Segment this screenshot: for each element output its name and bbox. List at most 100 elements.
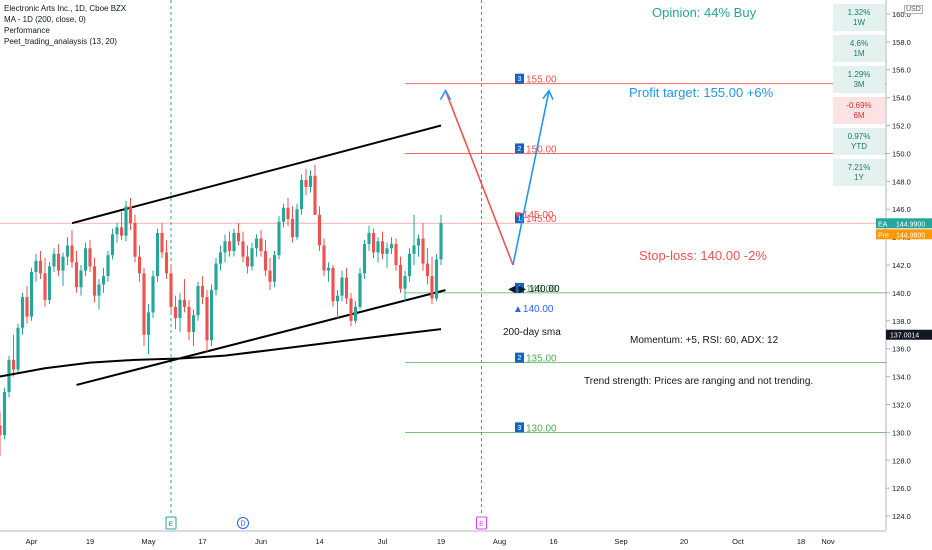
candle-body bbox=[119, 227, 124, 236]
level-badge bbox=[515, 422, 524, 433]
candle-body bbox=[317, 214, 322, 246]
candle-body bbox=[299, 179, 304, 210]
candle-body bbox=[191, 315, 196, 332]
time-tick-label: Sep bbox=[614, 537, 627, 546]
stop-loss-arrow bbox=[444, 90, 514, 266]
candle-body bbox=[79, 270, 83, 288]
level-label: 145.00 bbox=[526, 214, 557, 225]
profit-target-arrow bbox=[512, 90, 550, 266]
candle-body bbox=[263, 251, 268, 271]
earnings-marker bbox=[165, 516, 177, 530]
price-tag-value: 144.9900 bbox=[896, 221, 925, 228]
candle-body bbox=[34, 260, 38, 272]
candle-body bbox=[304, 179, 308, 187]
candle-body bbox=[376, 241, 380, 253]
candle-body bbox=[88, 248, 92, 267]
price-tick-label: 148.0 bbox=[892, 177, 911, 186]
candle-body bbox=[155, 232, 160, 277]
candle-body bbox=[178, 299, 182, 318]
candle-body bbox=[380, 241, 385, 254]
trend-strength-label: Trend strength: Prices are ranging and n… bbox=[584, 376, 813, 387]
candle-body bbox=[38, 260, 43, 274]
candle-body bbox=[362, 244, 367, 274]
ma-label: 200-day sma bbox=[503, 327, 561, 338]
candle-body bbox=[56, 253, 61, 271]
time-tick-label: 19 bbox=[86, 537, 94, 546]
time-tick-label: Jun bbox=[255, 537, 267, 546]
price-tick-label: 124.0 bbox=[892, 512, 911, 521]
candle-body bbox=[268, 270, 272, 282]
dividend-marker bbox=[237, 517, 249, 529]
candle-body bbox=[277, 221, 281, 256]
level-badge-number: 3 bbox=[518, 425, 522, 432]
price-tick-label: 160.0 bbox=[892, 10, 911, 19]
earnings-marker bbox=[476, 516, 487, 530]
time-tick-label: 20 bbox=[680, 537, 688, 546]
candle-body bbox=[52, 253, 56, 267]
price-tick-label: 132.0 bbox=[892, 400, 911, 409]
candle-body bbox=[2, 391, 7, 436]
candle-body bbox=[92, 266, 97, 296]
candle-body bbox=[259, 238, 263, 252]
level-badge bbox=[515, 282, 524, 293]
price-tag-bg bbox=[876, 218, 932, 229]
price-tag-symbol: EA bbox=[878, 221, 888, 228]
time-tick-label: Jul bbox=[378, 537, 388, 546]
dividend-marker-letter: D bbox=[240, 521, 245, 528]
candle-body bbox=[398, 265, 403, 289]
legend-symbol[interactable]: Electronic Arts Inc., 1D, Cboe BZX bbox=[4, 4, 127, 13]
legend-indicator[interactable]: Peet_trading_analaysis (13, 20) bbox=[4, 37, 117, 46]
candle-body bbox=[65, 245, 70, 257]
ma200-line bbox=[0, 328, 442, 378]
candle-body bbox=[137, 256, 142, 274]
stop-loss-label: Stop-loss: 140.00 -2% bbox=[639, 248, 767, 263]
price-tick-label: 156.0 bbox=[892, 66, 911, 75]
candle-body bbox=[331, 267, 335, 302]
level-badge-number: 3 bbox=[518, 76, 522, 83]
earnings-marker-letter: E bbox=[479, 521, 484, 528]
candle-body bbox=[430, 276, 434, 299]
opinion-label: Opinion: 44% Buy bbox=[652, 5, 757, 20]
candle-body bbox=[250, 248, 254, 267]
time-tick-label: 14 bbox=[315, 537, 323, 546]
time-tick-label: Apr bbox=[26, 537, 38, 546]
candle-body bbox=[308, 175, 313, 187]
candle-body bbox=[254, 238, 259, 249]
candle-body bbox=[169, 273, 173, 307]
level-badge bbox=[515, 213, 524, 224]
candle-body bbox=[173, 306, 178, 318]
candle-body bbox=[412, 245, 416, 254]
currency-button[interactable]: USD bbox=[904, 5, 923, 14]
candle-body bbox=[367, 232, 371, 245]
price-tag-value: 144.9800 bbox=[896, 232, 925, 239]
candle-body bbox=[439, 223, 443, 260]
mid-marker: ◀ ▶ 140.00 bbox=[508, 284, 560, 295]
candle-body bbox=[214, 263, 218, 291]
level-label: 135.00 bbox=[526, 354, 557, 365]
channel-upper-line bbox=[71, 124, 442, 225]
price-tag-bg bbox=[876, 229, 932, 240]
candle-body bbox=[421, 238, 425, 264]
candle-body bbox=[25, 297, 29, 317]
candle-body bbox=[124, 206, 128, 236]
level-badge-number: 1 bbox=[518, 285, 522, 292]
ma-price-tag-value: 137.0014 bbox=[890, 333, 919, 340]
candle-body bbox=[187, 306, 191, 332]
profit-arrowhead bbox=[542, 89, 554, 100]
candle-body bbox=[272, 255, 277, 282]
price-tick-label: 150.0 bbox=[892, 149, 911, 158]
candle-body bbox=[133, 223, 137, 257]
price-tick-label: 146.0 bbox=[892, 205, 911, 214]
candle-body bbox=[425, 263, 430, 277]
candle-body bbox=[403, 276, 407, 289]
candle-body bbox=[196, 285, 200, 316]
legend-performance[interactable]: Performance bbox=[4, 26, 50, 35]
level-badge bbox=[515, 73, 524, 84]
legend-ma[interactable]: MA - 1D (200, close, 0) bbox=[4, 15, 86, 24]
candle-body bbox=[128, 206, 133, 224]
candle-body bbox=[416, 238, 421, 246]
price-tick-label: 142.0 bbox=[892, 261, 911, 270]
level-label: 155.00 bbox=[526, 75, 557, 86]
level-label: 140.00 bbox=[526, 284, 557, 295]
